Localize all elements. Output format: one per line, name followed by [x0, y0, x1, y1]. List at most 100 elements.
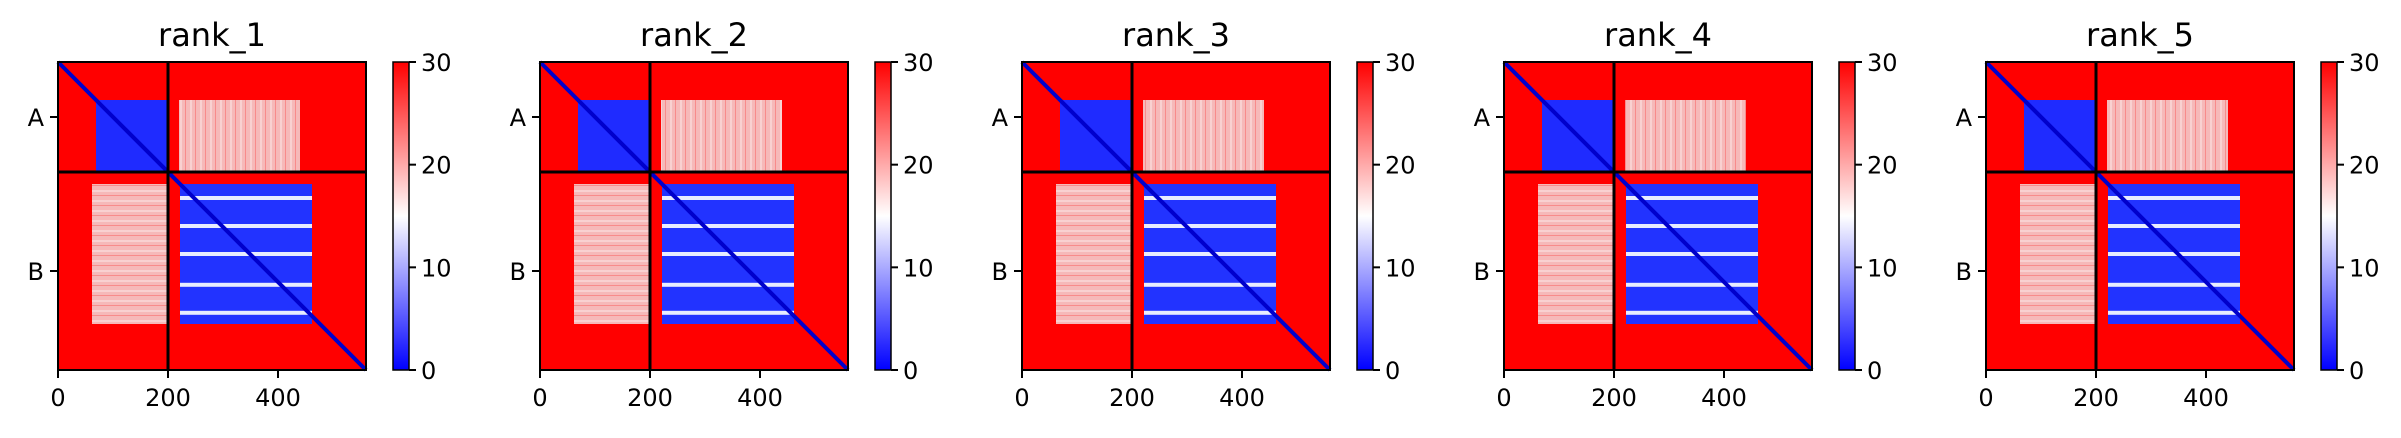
chain-b-boundary-5: [1626, 310, 1758, 315]
inter-chain-stripes-ab: [179, 100, 300, 172]
inter-chain-stripes-ba: [92, 184, 168, 324]
x-tick-label: 200: [2073, 384, 2119, 412]
colorbar-gradient: [875, 62, 891, 370]
panel-title: rank_1: [158, 16, 266, 54]
chain-b-boundary-5: [662, 310, 794, 315]
inter-chain-stripes-ab: [2107, 100, 2228, 172]
colorbar-gradient: [1357, 62, 1373, 370]
heatmap-frame: [1503, 61, 1813, 371]
colorbar-tick-label: 10: [1385, 254, 1416, 282]
chain-b-boundary-3: [2108, 252, 2240, 256]
colorbar-tick-label: 0: [421, 357, 436, 385]
panel-title: rank_4: [1604, 16, 1712, 54]
chain-label-a: A: [1474, 104, 1491, 132]
colorbar-tick-label: 30: [1867, 49, 1898, 77]
chain-label-a: A: [1956, 104, 1973, 132]
diagonal-line: [538, 60, 850, 372]
colorbar-tick-label: 10: [903, 254, 934, 282]
x-tick-label: 200: [1109, 384, 1155, 412]
chain-b-boundary-2: [2108, 224, 2240, 228]
colorbar-frame: [2320, 61, 2338, 371]
chain-b-boundary-3: [180, 252, 312, 256]
heatmap-panel-3: rank_3 0 200 400 A B 0 10 20 30: [992, 16, 1416, 412]
x-tick-label: 400: [255, 384, 301, 412]
heatmap-frame: [539, 61, 849, 371]
colorbar-tick-label: 0: [2349, 357, 2364, 385]
colorbar-tick-label: 30: [1385, 49, 1416, 77]
x-tick-label: 200: [1591, 384, 1637, 412]
inter-chain-stripes-ba: [2020, 184, 2096, 324]
diagonal-line: [1020, 60, 1332, 372]
colorbar-frame: [392, 61, 410, 371]
chain-b-boundary-2: [1626, 224, 1758, 228]
inter-chain-stripes-ab: [661, 100, 782, 172]
colorbar-tick-label: 20: [421, 152, 452, 180]
diagonal-line: [56, 60, 368, 372]
chain-b-boundary-3: [1626, 252, 1758, 256]
chain-b-boundary-4: [662, 282, 794, 287]
colorbar-frame: [874, 61, 892, 371]
panel-title: rank_2: [640, 16, 748, 54]
colorbar-frame: [1838, 61, 1856, 371]
chain-b-boundary-4: [1144, 282, 1276, 287]
chain-label-b: B: [1956, 258, 1972, 286]
chain-label-b: B: [992, 258, 1008, 286]
chain-b-boundary-1: [1144, 196, 1276, 200]
heatmap-frame: [57, 61, 367, 371]
chain-label-b: B: [1474, 258, 1490, 286]
colorbar-tick-label: 30: [903, 49, 934, 77]
colorbar-tick-label: 10: [421, 254, 452, 282]
x-tick-label: 0: [50, 384, 65, 412]
heatmap-panel-2: rank_2 0 200 400 A B 0 10 20 30: [510, 16, 934, 412]
inter-chain-stripes-ba: [1538, 184, 1614, 324]
heatmap-panel-4: rank_4 0 200 400 A B 0 10 20 30: [1474, 16, 1898, 412]
x-tick-label: 0: [1496, 384, 1511, 412]
colorbar-frame: [1356, 61, 1374, 371]
diagonal-line: [1502, 60, 1814, 372]
colorbar-tick-label: 20: [903, 152, 934, 180]
colorbar-gradient: [393, 62, 409, 370]
x-tick-label: 400: [2183, 384, 2229, 412]
inter-chain-stripes-ba: [574, 184, 650, 324]
chain-b-boundary-1: [2108, 196, 2240, 200]
panel-title: rank_3: [1122, 16, 1230, 54]
inter-chain-stripes-ba: [1056, 184, 1132, 324]
colorbar-tick-label: 20: [2349, 152, 2380, 180]
inter-chain-stripes-ab: [1625, 100, 1746, 172]
chain-label-a: A: [28, 104, 45, 132]
chain-b-boundary-1: [1626, 196, 1758, 200]
heatmap-frame: [1985, 61, 2295, 371]
colorbar-tick-label: 30: [421, 49, 452, 77]
chain-b-boundary-4: [1626, 282, 1758, 287]
chain-label-a: A: [992, 104, 1009, 132]
chain-label-b: B: [510, 258, 526, 286]
colorbar-tick-label: 10: [1867, 254, 1898, 282]
chain-b-boundary-4: [2108, 282, 2240, 287]
diagonal-line: [1984, 60, 2296, 372]
colorbar-tick-label: 30: [2349, 49, 2380, 77]
x-tick-label: 200: [145, 384, 191, 412]
colorbar-gradient: [2321, 62, 2337, 370]
colorbar-tick-label: 10: [2349, 254, 2380, 282]
x-tick-label: 0: [1014, 384, 1029, 412]
heatmap-panel-5: rank_5 0 200 400 A B 0 10 20 30: [1956, 16, 2380, 412]
heatmap-frame: [1021, 61, 1331, 371]
heatmap-panel-1: rank_1 0 200 400 A B 0 10 20 30: [28, 16, 452, 412]
chain-b-boundary-2: [180, 224, 312, 228]
x-tick-label: 400: [737, 384, 783, 412]
chain-b-boundary-5: [180, 310, 312, 315]
colorbar-tick-label: 0: [1867, 357, 1882, 385]
colorbar-tick-label: 0: [1385, 357, 1400, 385]
x-tick-label: 0: [532, 384, 547, 412]
x-tick-label: 400: [1701, 384, 1747, 412]
colorbar-tick-label: 20: [1385, 152, 1416, 180]
inter-chain-stripes-ab: [1143, 100, 1264, 172]
chain-label-b: B: [28, 258, 44, 286]
colorbar-tick-label: 20: [1867, 152, 1898, 180]
chain-label-a: A: [510, 104, 527, 132]
chain-b-boundary-3: [662, 252, 794, 256]
colorbar-tick-label: 0: [903, 357, 918, 385]
x-tick-label: 400: [1219, 384, 1265, 412]
chain-b-boundary-1: [662, 196, 794, 200]
